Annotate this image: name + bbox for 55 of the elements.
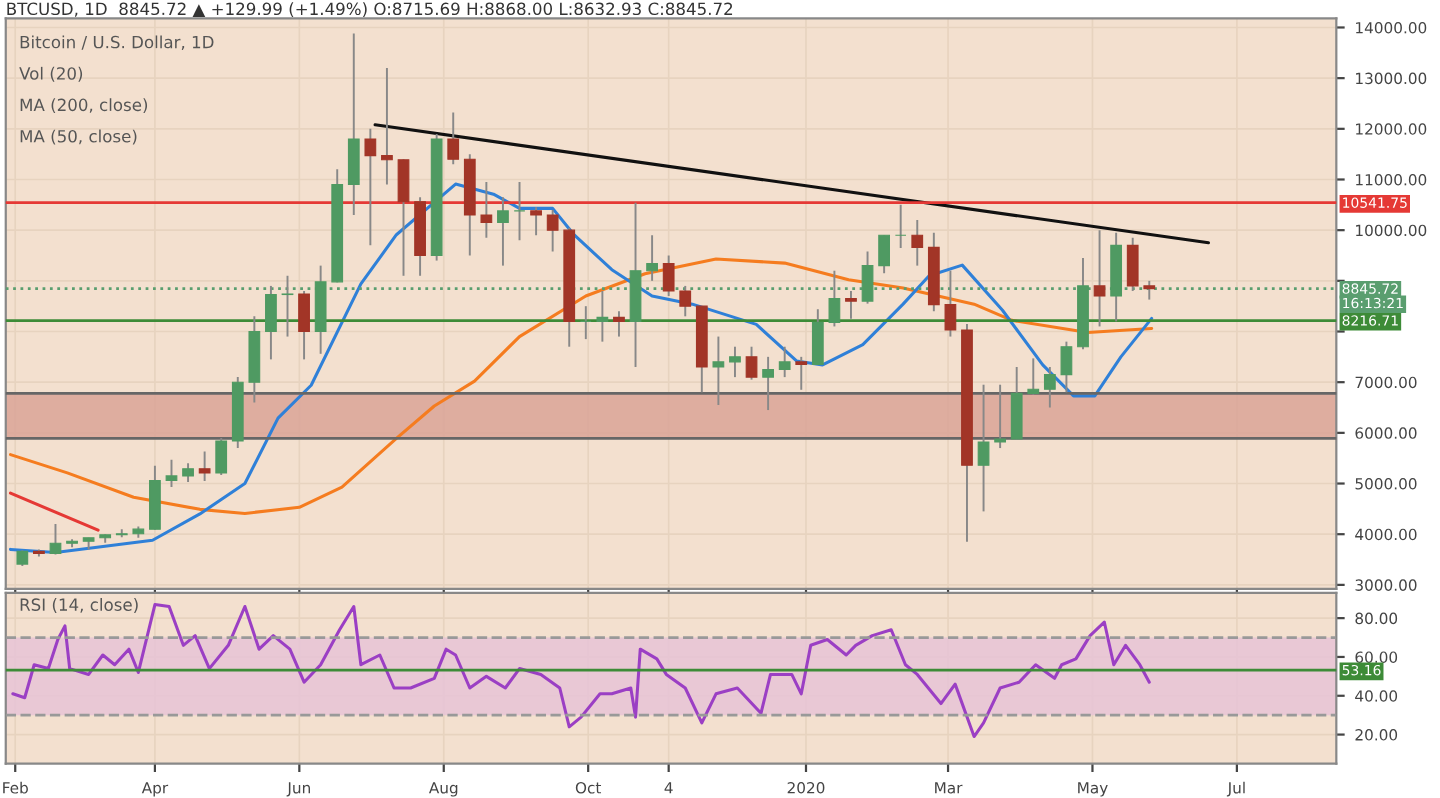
candlestick (828, 269, 841, 328)
candlestick (198, 450, 211, 482)
candlestick (646, 234, 658, 282)
candlestick (845, 290, 857, 320)
candlestick (165, 458, 178, 489)
candlestick (579, 305, 592, 341)
candlestick (397, 158, 410, 277)
candlestick (1143, 279, 1156, 301)
candlestick (513, 181, 526, 242)
candlestick (944, 269, 957, 338)
candlestick (364, 127, 377, 247)
annotation: RSI (14, close) (20, 598, 138, 613)
candlestick (911, 219, 924, 267)
candlestick (546, 208, 559, 253)
candlestick (497, 196, 509, 267)
candlestick (298, 290, 310, 361)
annotation: MA (200, close) (20, 98, 148, 114)
candlestick (679, 284, 692, 318)
candlestick (381, 67, 393, 186)
line-series (8, 257, 1154, 515)
candlestick (894, 203, 907, 249)
candlestick (530, 206, 542, 237)
candlestick (447, 111, 460, 166)
candlestick (795, 355, 808, 391)
candlestick (265, 284, 277, 361)
annotation: Bitcoin / U.S. Dollar, 1D (20, 35, 214, 51)
candlestick (811, 308, 824, 366)
chart-title: BTCUSD, 1D 8845.72 ▲ +129.99 (+1.49%) O:8715.69 H:8868.00 L:8632.93 C:8845.72 (7, 2, 733, 18)
candlestick (182, 462, 194, 483)
candlestick (861, 250, 874, 305)
candlestick (281, 274, 294, 338)
candlestick (1027, 357, 1040, 396)
candlestick (712, 335, 725, 406)
candlestick (49, 523, 62, 556)
candlestick (613, 310, 625, 338)
candlestick (347, 32, 360, 216)
candlestick (596, 290, 609, 343)
candlestick (1043, 366, 1056, 409)
annotation: Vol (20) (19, 66, 83, 82)
candlestick (762, 355, 774, 412)
candlestick (745, 345, 758, 381)
candlestick (662, 254, 675, 298)
line-series (8, 182, 1154, 554)
candlestick (878, 234, 891, 275)
candlestick (1010, 366, 1023, 441)
candlestick (994, 383, 1007, 450)
candlestick (1093, 229, 1106, 328)
candlestick (1060, 340, 1073, 394)
candlestick (480, 181, 493, 239)
candlestick (1126, 236, 1139, 292)
candlestick (977, 383, 990, 513)
annotation: MA (50, close) (20, 129, 137, 145)
candlestick (778, 345, 791, 379)
candlestick (729, 345, 741, 379)
candlestick (215, 436, 228, 476)
